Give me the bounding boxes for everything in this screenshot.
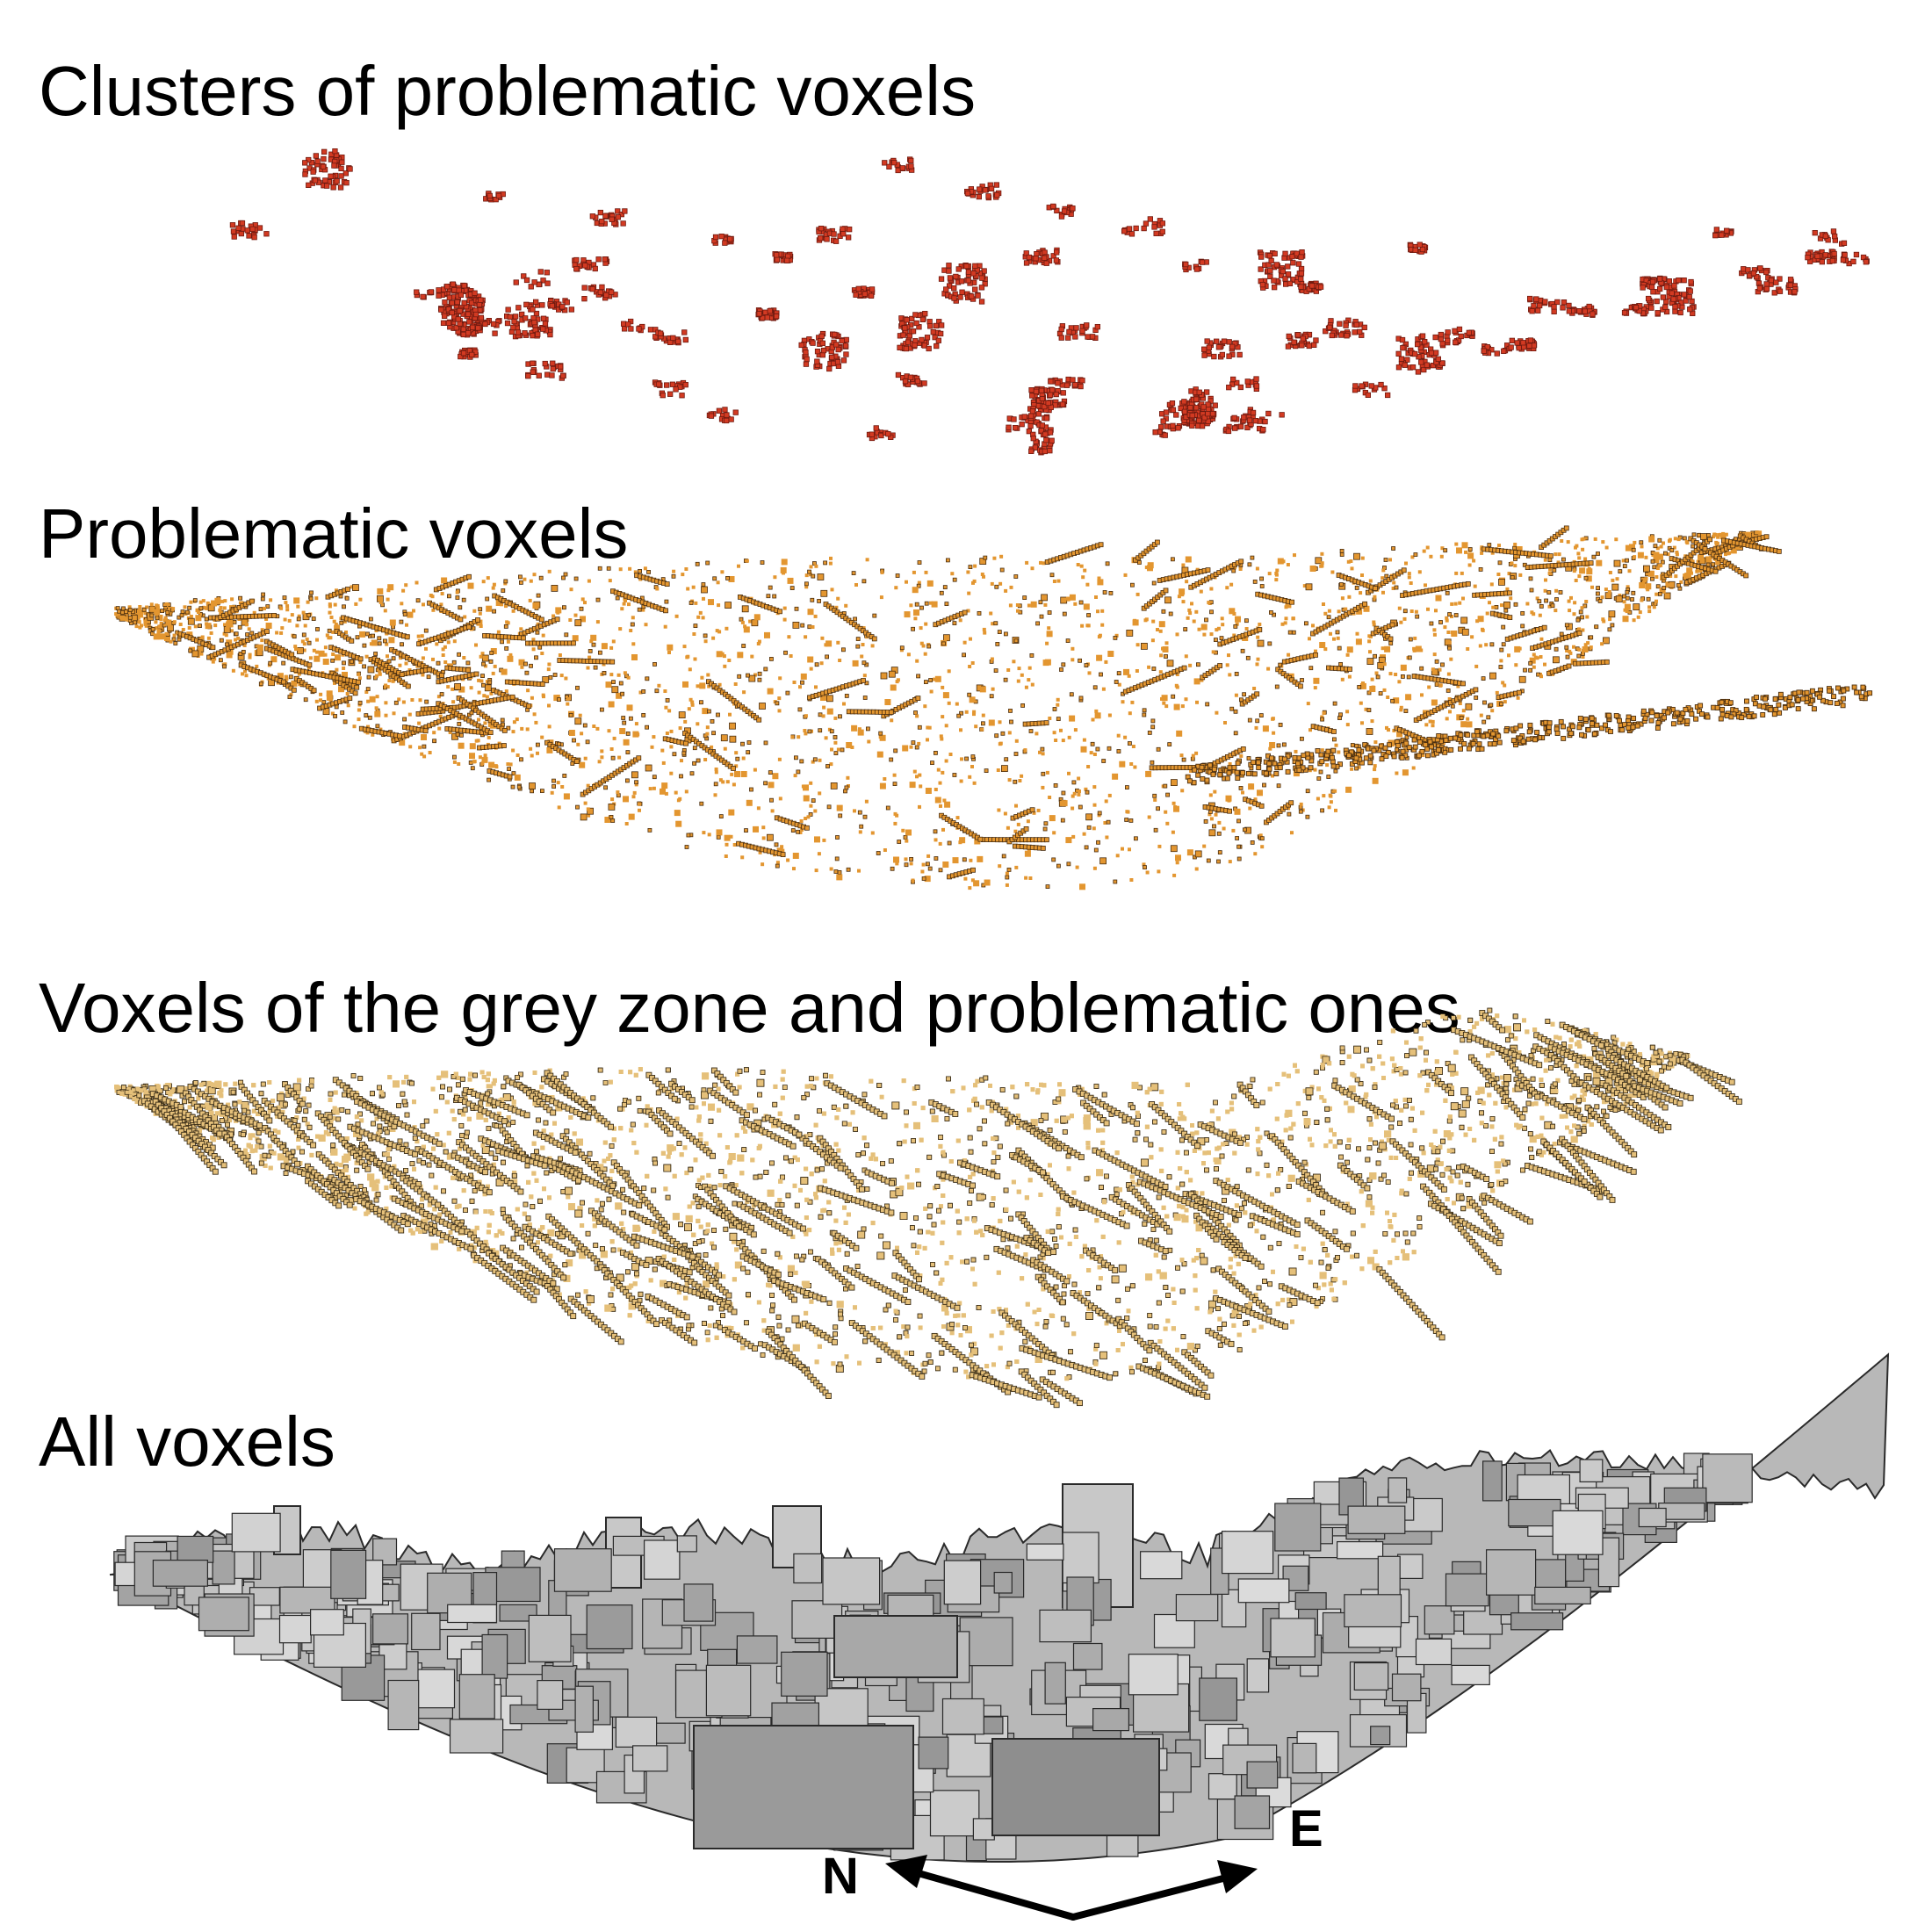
arrow-head-north — [885, 1855, 927, 1888]
panel-title-clusters: Clusters of problematic voxels — [39, 52, 977, 130]
panel-title-all-voxels: All voxels — [39, 1402, 335, 1481]
problematic-voxel-plot — [114, 525, 1873, 890]
grey-zone-voxel-plot — [114, 1007, 1742, 1409]
all-voxels-plot — [109, 1352, 1890, 1863]
compass-label-east: E — [1289, 1800, 1323, 1857]
clusters-voxel-plot — [229, 148, 1870, 456]
panel-title-grey-zone: Voxels of the grey zone and problematic … — [39, 969, 1460, 1047]
arrow-head-east — [1217, 1860, 1258, 1893]
compass-label-north: N — [822, 1848, 859, 1905]
panel-title-problematic: Problematic voxels — [39, 494, 629, 573]
compass-arrow — [885, 1855, 1258, 1921]
